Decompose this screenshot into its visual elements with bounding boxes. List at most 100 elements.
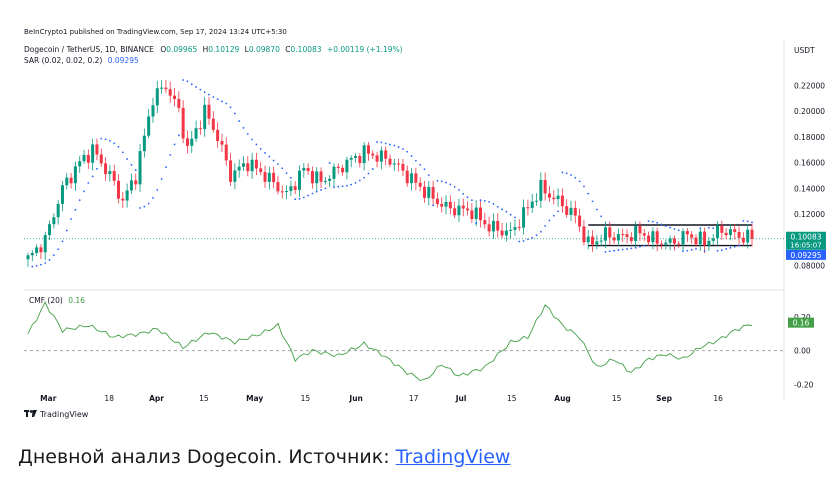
sar-dot (160, 178, 163, 180)
candle-body (241, 163, 245, 167)
sar-dot (518, 240, 521, 243)
sar-dot (113, 142, 116, 145)
sar-dot (78, 199, 81, 202)
tradingview-logo[interactable]: TradingView (24, 410, 88, 419)
sar-dot (695, 248, 697, 250)
sar-dot (552, 214, 555, 217)
candle-body (741, 237, 745, 243)
candle-body (487, 224, 491, 232)
candle-body (263, 172, 267, 182)
sar-dot (44, 262, 47, 264)
chart-canvas[interactable]: 0.22000 0.20000 0.18000 0.16000 0.14000 0.120… (0, 0, 835, 430)
sar-legend[interactable]: SAR (0.02, 0.02, 0.2) 0.09295 (24, 56, 139, 65)
sar-dot (350, 183, 353, 186)
candle-body (91, 144, 95, 163)
sar-dot (363, 176, 366, 179)
cmf-legend[interactable]: CMF (20) 0.16 (29, 296, 85, 305)
candle-body (30, 252, 34, 256)
candle-body (194, 128, 198, 139)
time-tick-label: Sep (656, 394, 672, 403)
time-tick-label: Jun (348, 394, 362, 403)
sar-dot (621, 248, 624, 251)
article-caption: Дневной анализ Dogecoin. Источник: Tradi… (18, 446, 510, 468)
candle-body (422, 186, 426, 198)
candle-body (461, 205, 465, 209)
candle-body (233, 170, 237, 182)
sar-dot (380, 141, 383, 144)
time-tick-label: Apr (149, 394, 164, 403)
sar-dot (475, 222, 478, 224)
sar-dot (104, 138, 107, 141)
candle-body (298, 170, 301, 190)
sar-dot (195, 86, 197, 88)
symbol-legend[interactable]: Dogecoin / TetherUS, 1D, BINANCE O0.0996… (24, 45, 403, 54)
cmf-label: CMF (20) (29, 296, 63, 305)
candle-body (405, 170, 409, 184)
candle-body (147, 116, 151, 136)
candle-body (500, 230, 504, 236)
sar-dot (406, 150, 409, 153)
candle-body (681, 231, 685, 245)
candle-body (638, 225, 642, 234)
candle-body (479, 207, 482, 221)
sar-dot (242, 126, 245, 129)
time-tick-label: 15 (199, 394, 209, 403)
source-link[interactable]: TradingView (395, 446, 511, 468)
candle-body (401, 163, 405, 171)
tradingview-logo-text: TradingView (40, 410, 89, 419)
sar-dot (302, 196, 305, 199)
candle-body (547, 193, 551, 198)
candle-body (211, 118, 215, 130)
sar-dot (462, 192, 465, 195)
candle-body (366, 145, 370, 154)
price-tick-label: 0.08000 (794, 262, 825, 271)
candle-body (310, 171, 314, 184)
sar-dot (738, 244, 740, 247)
sar-dot (751, 221, 753, 224)
sar-dot (117, 145, 120, 148)
sar-dot (31, 265, 34, 268)
candle-body (552, 197, 556, 200)
candle-body (397, 163, 401, 165)
candle-body (591, 236, 595, 245)
sar-dot (367, 172, 370, 175)
candle-body (134, 180, 138, 185)
cmf-value-badge (788, 317, 814, 328)
sar-dot (48, 258, 51, 261)
sar-dot (699, 227, 702, 230)
candle-body (707, 240, 711, 246)
sar-dot (561, 171, 564, 174)
candle-body (677, 243, 681, 245)
sar-dot (173, 143, 176, 146)
candle-body (668, 238, 672, 243)
sar-dot (255, 143, 258, 146)
sar-dot (221, 100, 223, 103)
sar-dot (333, 186, 335, 189)
candle-body (125, 190, 129, 201)
candle-body (43, 235, 47, 253)
candle-body (39, 247, 43, 253)
candle-body (332, 166, 336, 179)
sar-legend-value: 0.09295 (107, 56, 139, 65)
currency-badge[interactable]: USDT (794, 46, 815, 55)
candle-body (224, 144, 228, 161)
candle-body (293, 186, 297, 190)
sar-dot (505, 210, 508, 213)
candle-body (453, 208, 457, 216)
candle-body (341, 167, 345, 173)
candle-body (315, 171, 319, 184)
time-tick-label: 16 (713, 394, 723, 403)
candle-body (651, 231, 655, 243)
candle-body (48, 224, 52, 236)
sar-dot (664, 225, 667, 227)
tradingview-logo-icon (24, 410, 37, 419)
sar-dot (281, 167, 284, 170)
candle-body (349, 157, 353, 160)
sar-dot (177, 134, 180, 137)
trading-chart[interactable]: 0.22000 0.20000 0.18000 0.16000 0.14000 0.120… (0, 0, 835, 430)
symbol-name: Dogecoin / TetherUS, 1D, BINANCE (24, 45, 154, 54)
candle-body (565, 206, 569, 215)
candle-body (418, 182, 422, 187)
sar-dot (126, 158, 129, 160)
candle-body (595, 241, 599, 245)
